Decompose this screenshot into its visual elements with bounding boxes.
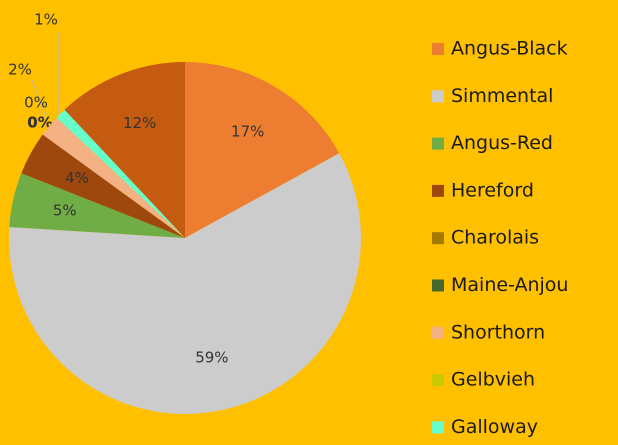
data-label: 0% bbox=[24, 94, 48, 112]
pie-slice bbox=[64, 62, 185, 238]
legend-swatch bbox=[432, 137, 444, 150]
legend-swatch bbox=[432, 232, 444, 245]
legend-label: Shorthorn bbox=[451, 321, 545, 343]
pie-slice bbox=[21, 134, 185, 238]
legend-label: Simmental bbox=[451, 85, 553, 107]
data-label: 59% bbox=[195, 349, 228, 367]
pie-slice bbox=[42, 117, 186, 238]
legend-swatch bbox=[432, 374, 444, 387]
data-label: 0% bbox=[27, 114, 52, 132]
legend-swatch bbox=[432, 90, 444, 103]
legend-swatch bbox=[432, 184, 444, 197]
data-label: 0% bbox=[27, 114, 52, 132]
legend-label: Gelbvieh bbox=[451, 369, 535, 391]
legend-label: Hereford bbox=[451, 179, 534, 201]
pie-slice bbox=[185, 62, 340, 238]
legend-swatch bbox=[432, 326, 444, 339]
pie-slice bbox=[56, 109, 185, 238]
pie-slice bbox=[9, 173, 186, 238]
data-label: 5% bbox=[53, 202, 77, 220]
leader-line bbox=[31, 79, 48, 121]
legend-label: Galloway bbox=[451, 416, 538, 438]
data-label: 2% bbox=[8, 61, 32, 79]
data-label: 1% bbox=[34, 11, 58, 29]
data-label: 17% bbox=[231, 122, 264, 140]
legend-label: Angus-Red bbox=[451, 132, 553, 154]
legend-swatch bbox=[432, 279, 444, 292]
legend-swatch bbox=[432, 421, 444, 434]
legend-swatch bbox=[432, 43, 444, 55]
pie-slice bbox=[8, 153, 361, 414]
legend-label: Charolais bbox=[451, 227, 539, 249]
data-label: 4% bbox=[65, 169, 89, 187]
data-label: 12% bbox=[123, 114, 156, 132]
legend-label: Maine-Anjou bbox=[451, 274, 568, 296]
legend-label: Angus-Black bbox=[451, 38, 568, 60]
